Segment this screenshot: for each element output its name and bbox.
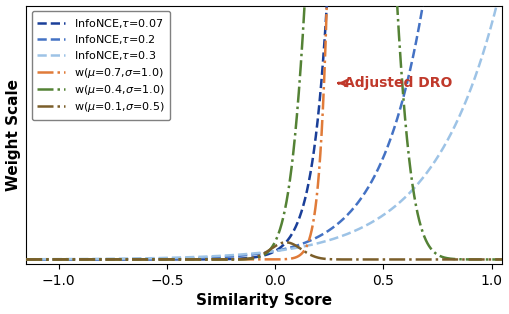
Text: Adjusted DRO: Adjusted DRO <box>338 76 452 90</box>
w($\mu$=0.1,$\sigma$=0.5) <box>414 257 420 261</box>
InfoNCE,$\tau$=0.07 <box>23 257 29 261</box>
InfoNCE,$\tau$=0.2 <box>332 224 338 227</box>
Line: InfoNCE,$\tau$=0.2: InfoNCE,$\tau$=0.2 <box>26 0 501 259</box>
w($\mu$=0.4,$\sigma$=1.0) <box>109 257 116 261</box>
w($\mu$=0.1,$\sigma$=0.5) <box>109 257 116 261</box>
w($\mu$=0.4,$\sigma$=1.0) <box>498 257 504 261</box>
InfoNCE,$\tau$=0.3 <box>205 255 211 258</box>
w($\mu$=0.1,$\sigma$=0.5) <box>498 257 504 261</box>
InfoNCE,$\tau$=0.3 <box>332 236 338 240</box>
InfoNCE,$\tau$=0.07 <box>205 257 211 261</box>
Legend: InfoNCE,$\tau$=0.07, InfoNCE,$\tau$=0.2, InfoNCE,$\tau$=0.3, w($\mu$=0.7,$\sigma: InfoNCE,$\tau$=0.07, InfoNCE,$\tau$=0.2,… <box>32 11 169 120</box>
w($\mu$=0.1,$\sigma$=0.5) <box>23 257 29 261</box>
Line: InfoNCE,$\tau$=0.3: InfoNCE,$\tau$=0.3 <box>26 0 501 259</box>
Line: w($\mu$=0.4,$\sigma$=1.0): w($\mu$=0.4,$\sigma$=1.0) <box>26 0 501 259</box>
w($\mu$=0.4,$\sigma$=1.0) <box>414 213 420 216</box>
w($\mu$=0.7,$\sigma$=1.0) <box>23 257 29 261</box>
InfoNCE,$\tau$=0.2 <box>414 32 420 35</box>
Line: w($\mu$=0.7,$\sigma$=1.0): w($\mu$=0.7,$\sigma$=1.0) <box>26 0 501 259</box>
InfoNCE,$\tau$=0.2 <box>378 160 384 163</box>
InfoNCE,$\tau$=0.2 <box>308 238 314 242</box>
X-axis label: Similarity Score: Similarity Score <box>196 294 332 308</box>
w($\mu$=0.1,$\sigma$=0.5) <box>378 257 384 261</box>
w($\mu$=0.7,$\sigma$=1.0) <box>109 257 116 261</box>
InfoNCE,$\tau$=0.07 <box>109 257 116 261</box>
InfoNCE,$\tau$=0.3 <box>308 243 314 246</box>
w($\mu$=0.1,$\sigma$=0.5) <box>282 241 289 244</box>
InfoNCE,$\tau$=0.07 <box>308 163 314 167</box>
w($\mu$=0.1,$\sigma$=0.5) <box>205 257 211 261</box>
Y-axis label: Weight Scale: Weight Scale <box>6 79 20 191</box>
InfoNCE,$\tau$=0.2 <box>205 256 211 260</box>
w($\mu$=0.7,$\sigma$=1.0) <box>308 228 314 232</box>
InfoNCE,$\tau$=0.2 <box>23 257 29 261</box>
InfoNCE,$\tau$=0.2 <box>109 257 116 261</box>
w($\mu$=0.1,$\sigma$=0.5) <box>332 257 338 261</box>
Line: InfoNCE,$\tau$=0.07: InfoNCE,$\tau$=0.07 <box>26 0 501 259</box>
InfoNCE,$\tau$=0.3 <box>414 182 420 186</box>
w($\mu$=0.7,$\sigma$=1.0) <box>205 257 211 261</box>
InfoNCE,$\tau$=0.3 <box>378 214 384 218</box>
w($\mu$=0.1,$\sigma$=0.5) <box>308 254 314 257</box>
w($\mu$=0.4,$\sigma$=1.0) <box>23 257 29 261</box>
Line: w($\mu$=0.1,$\sigma$=0.5): w($\mu$=0.1,$\sigma$=0.5) <box>26 242 501 259</box>
InfoNCE,$\tau$=0.3 <box>109 257 116 261</box>
InfoNCE,$\tau$=0.3 <box>23 257 29 261</box>
w($\mu$=0.4,$\sigma$=1.0) <box>205 257 211 261</box>
